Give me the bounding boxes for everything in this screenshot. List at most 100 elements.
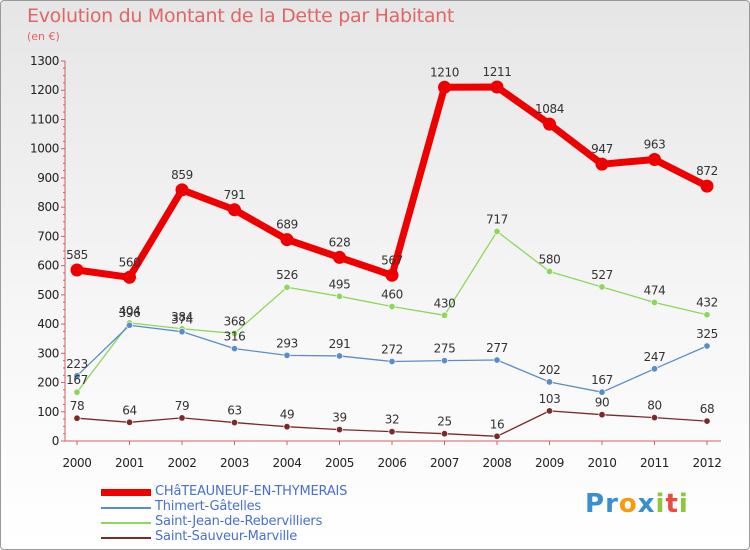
data-point bbox=[703, 417, 711, 425]
data-label: 167 bbox=[591, 373, 613, 387]
data-label: 223 bbox=[66, 357, 88, 371]
y-tick-label: 300 bbox=[37, 346, 59, 360]
data-label: 167 bbox=[66, 373, 88, 387]
legend-swatch-saint-sauveur bbox=[101, 537, 151, 539]
data-label: 396 bbox=[119, 306, 141, 320]
data-point bbox=[280, 233, 294, 247]
legend-swatch-chateauneuf bbox=[101, 489, 151, 496]
data-label: 585 bbox=[66, 248, 88, 262]
proxiti-logo: Proxiti bbox=[585, 489, 689, 519]
data-label: 103 bbox=[539, 392, 561, 406]
legend-item-chateauneuf: CHâTEAUNEUF-EN-THYMERAIS bbox=[101, 484, 501, 500]
data-label: 689 bbox=[276, 218, 298, 232]
data-point bbox=[545, 407, 553, 415]
y-tick-label: 100 bbox=[37, 405, 59, 419]
data-label: 791 bbox=[224, 188, 246, 202]
data-point bbox=[440, 357, 448, 365]
data-label: 80 bbox=[647, 399, 661, 413]
x-tick-label: 2008 bbox=[483, 456, 512, 470]
data-point bbox=[388, 303, 396, 311]
data-label: 1210 bbox=[430, 65, 459, 79]
x-tick-label: 2010 bbox=[588, 456, 617, 470]
data-label: 374 bbox=[171, 313, 193, 327]
data-label: 272 bbox=[381, 342, 403, 356]
data-label: 275 bbox=[434, 342, 456, 356]
data-label: 495 bbox=[329, 277, 351, 291]
y-tick-label: 700 bbox=[37, 229, 59, 243]
data-label: 293 bbox=[276, 336, 298, 350]
data-point bbox=[440, 430, 448, 438]
data-label: 277 bbox=[486, 341, 508, 355]
x-tick-label: 2000 bbox=[63, 456, 92, 470]
data-point bbox=[231, 419, 239, 427]
data-point bbox=[648, 153, 661, 167]
data-label: 25 bbox=[437, 415, 451, 429]
data-point bbox=[228, 203, 241, 217]
data-point bbox=[73, 372, 81, 380]
data-label: 78 bbox=[70, 399, 84, 413]
data-point bbox=[333, 250, 346, 264]
data-point bbox=[490, 80, 504, 94]
data-point bbox=[335, 352, 343, 360]
x-tick-label: 2006 bbox=[378, 456, 407, 470]
data-label: 526 bbox=[276, 268, 298, 282]
legend-label-saint-sauveur: Saint-Sauveur-Marville bbox=[155, 529, 298, 544]
x-tick-label: 2001 bbox=[115, 456, 144, 470]
data-point bbox=[231, 345, 239, 353]
data-label: 325 bbox=[696, 327, 718, 341]
x-tick-label: 2005 bbox=[325, 456, 354, 470]
data-point bbox=[543, 117, 556, 131]
data-label: 460 bbox=[381, 288, 403, 302]
data-label: 1211 bbox=[483, 65, 512, 79]
x-tick-label: 2004 bbox=[273, 456, 302, 470]
data-point bbox=[178, 328, 186, 336]
chart-title: Evolution du Montant de la Dette par Hab… bbox=[27, 5, 455, 27]
data-point bbox=[126, 321, 134, 329]
logo-letter: x bbox=[637, 489, 656, 519]
data-point bbox=[438, 80, 451, 94]
data-point bbox=[126, 418, 134, 426]
data-label: 963 bbox=[644, 138, 666, 152]
data-point bbox=[388, 428, 396, 436]
data-label: 872 bbox=[696, 164, 718, 178]
data-point bbox=[123, 270, 136, 284]
legend-item-saint-sauveur: Saint-Sauveur-Marville bbox=[101, 529, 501, 545]
data-label: 527 bbox=[591, 268, 613, 282]
legend-label-saint-jean: Saint-Jean-de-Rebervilliers bbox=[155, 514, 323, 529]
legend-item-saint-jean: Saint-Jean-de-Rebervilliers bbox=[101, 514, 501, 530]
data-point bbox=[545, 378, 553, 386]
data-label: 560 bbox=[119, 255, 141, 269]
data-label: 79 bbox=[175, 399, 189, 413]
data-point bbox=[388, 357, 396, 365]
x-tick-label: 2003 bbox=[220, 456, 249, 470]
data-point bbox=[598, 388, 606, 396]
legend-item-thimert: Thimert-Gâtelles bbox=[101, 499, 501, 515]
logo-letter: i bbox=[655, 489, 666, 519]
data-label: 64 bbox=[122, 403, 136, 417]
data-label: 63 bbox=[227, 404, 241, 418]
data-point bbox=[650, 414, 658, 422]
data-label: 717 bbox=[486, 212, 508, 226]
data-point bbox=[73, 388, 81, 396]
data-label: 68 bbox=[700, 402, 714, 416]
data-point bbox=[700, 179, 714, 193]
y-tick-label: 900 bbox=[37, 171, 59, 185]
legend-swatch-thimert bbox=[101, 507, 151, 509]
y-tick-label: 500 bbox=[37, 288, 59, 302]
series-line-0 bbox=[76, 83, 709, 281]
x-tick-label: 2009 bbox=[535, 456, 564, 470]
y-tick-label: 1100 bbox=[30, 112, 59, 126]
x-tick-label: 2011 bbox=[640, 456, 669, 470]
y-tick-label: 600 bbox=[37, 259, 59, 273]
y-tick-label: 800 bbox=[37, 200, 59, 214]
x-tick-label: 2007 bbox=[430, 456, 459, 470]
y-tick-label: 1200 bbox=[30, 83, 59, 97]
data-point bbox=[335, 292, 343, 300]
data-label: 90 bbox=[595, 396, 609, 410]
y-tick-label: 200 bbox=[37, 376, 59, 390]
y-tick-label: 1300 bbox=[30, 54, 59, 68]
logo-letter: r bbox=[605, 489, 619, 519]
data-point bbox=[703, 311, 711, 319]
data-point bbox=[598, 283, 606, 291]
